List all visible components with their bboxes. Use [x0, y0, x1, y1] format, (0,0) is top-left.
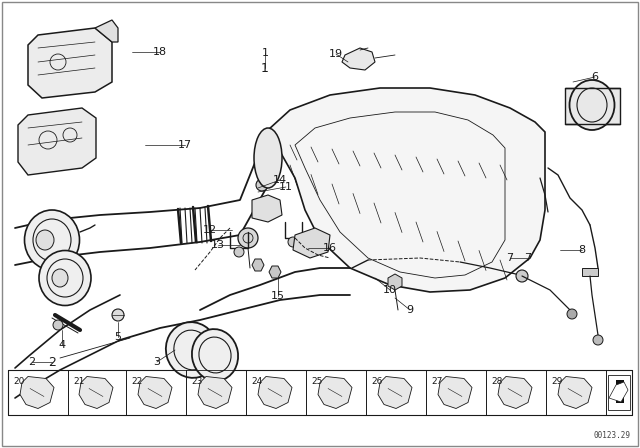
- Circle shape: [234, 247, 244, 257]
- Bar: [8, 370, 632, 415]
- Ellipse shape: [52, 269, 68, 287]
- Ellipse shape: [166, 322, 218, 378]
- Polygon shape: [558, 376, 592, 409]
- Text: 5: 5: [115, 332, 122, 342]
- Polygon shape: [79, 376, 113, 409]
- Polygon shape: [28, 28, 112, 98]
- Text: 1: 1: [262, 48, 269, 58]
- Text: 6: 6: [591, 72, 598, 82]
- Polygon shape: [198, 376, 232, 409]
- Text: 20: 20: [13, 377, 24, 386]
- Circle shape: [256, 179, 268, 191]
- Text: 8: 8: [579, 245, 586, 255]
- Ellipse shape: [192, 329, 238, 381]
- Polygon shape: [138, 376, 172, 409]
- Polygon shape: [388, 274, 402, 290]
- Circle shape: [53, 320, 63, 330]
- Text: 28: 28: [491, 377, 502, 386]
- Polygon shape: [252, 195, 282, 222]
- Text: 15: 15: [271, 291, 285, 301]
- Text: 16: 16: [323, 243, 337, 253]
- Text: 19: 19: [329, 49, 343, 59]
- Polygon shape: [498, 376, 532, 409]
- Text: 1: 1: [261, 61, 269, 74]
- Polygon shape: [20, 376, 54, 409]
- Bar: [582, 268, 598, 276]
- Text: 7: 7: [524, 253, 532, 263]
- Text: 14: 14: [273, 175, 287, 185]
- Ellipse shape: [36, 230, 54, 250]
- Text: 25: 25: [311, 377, 323, 386]
- Text: 13: 13: [211, 240, 225, 250]
- Text: 2: 2: [28, 357, 36, 367]
- Circle shape: [112, 309, 124, 321]
- Text: 27: 27: [431, 377, 442, 386]
- Text: 18: 18: [153, 47, 167, 57]
- Polygon shape: [342, 48, 375, 70]
- Circle shape: [288, 237, 298, 247]
- Text: 26: 26: [371, 377, 382, 386]
- Text: 21: 21: [73, 377, 84, 386]
- Ellipse shape: [254, 128, 282, 188]
- Text: 23: 23: [191, 377, 202, 386]
- Bar: [608, 375, 630, 410]
- Polygon shape: [318, 376, 352, 409]
- Polygon shape: [18, 108, 96, 175]
- Bar: [565, 88, 620, 124]
- Text: 2: 2: [48, 356, 56, 369]
- Polygon shape: [378, 376, 412, 409]
- Ellipse shape: [570, 80, 614, 130]
- Text: 4: 4: [58, 340, 65, 350]
- Circle shape: [567, 309, 577, 319]
- Polygon shape: [258, 376, 292, 409]
- Text: 00123.29: 00123.29: [593, 431, 630, 440]
- Text: 17: 17: [178, 140, 192, 150]
- Text: 12: 12: [203, 225, 217, 235]
- Text: 29: 29: [551, 377, 563, 386]
- Text: 11: 11: [279, 182, 293, 192]
- Polygon shape: [293, 228, 330, 258]
- Polygon shape: [609, 382, 628, 402]
- Polygon shape: [269, 266, 281, 278]
- Text: 9: 9: [406, 305, 413, 315]
- Polygon shape: [268, 88, 545, 292]
- Text: 22: 22: [131, 377, 142, 386]
- Text: 7: 7: [506, 253, 513, 263]
- Text: 3: 3: [154, 357, 161, 367]
- Polygon shape: [438, 376, 472, 409]
- Bar: [616, 380, 624, 403]
- Text: 10: 10: [383, 285, 397, 295]
- Text: 24: 24: [251, 377, 262, 386]
- Circle shape: [593, 335, 603, 345]
- Polygon shape: [95, 20, 118, 42]
- Ellipse shape: [39, 250, 91, 306]
- Circle shape: [516, 270, 528, 282]
- Circle shape: [238, 228, 258, 248]
- Polygon shape: [252, 259, 264, 271]
- Ellipse shape: [24, 210, 79, 270]
